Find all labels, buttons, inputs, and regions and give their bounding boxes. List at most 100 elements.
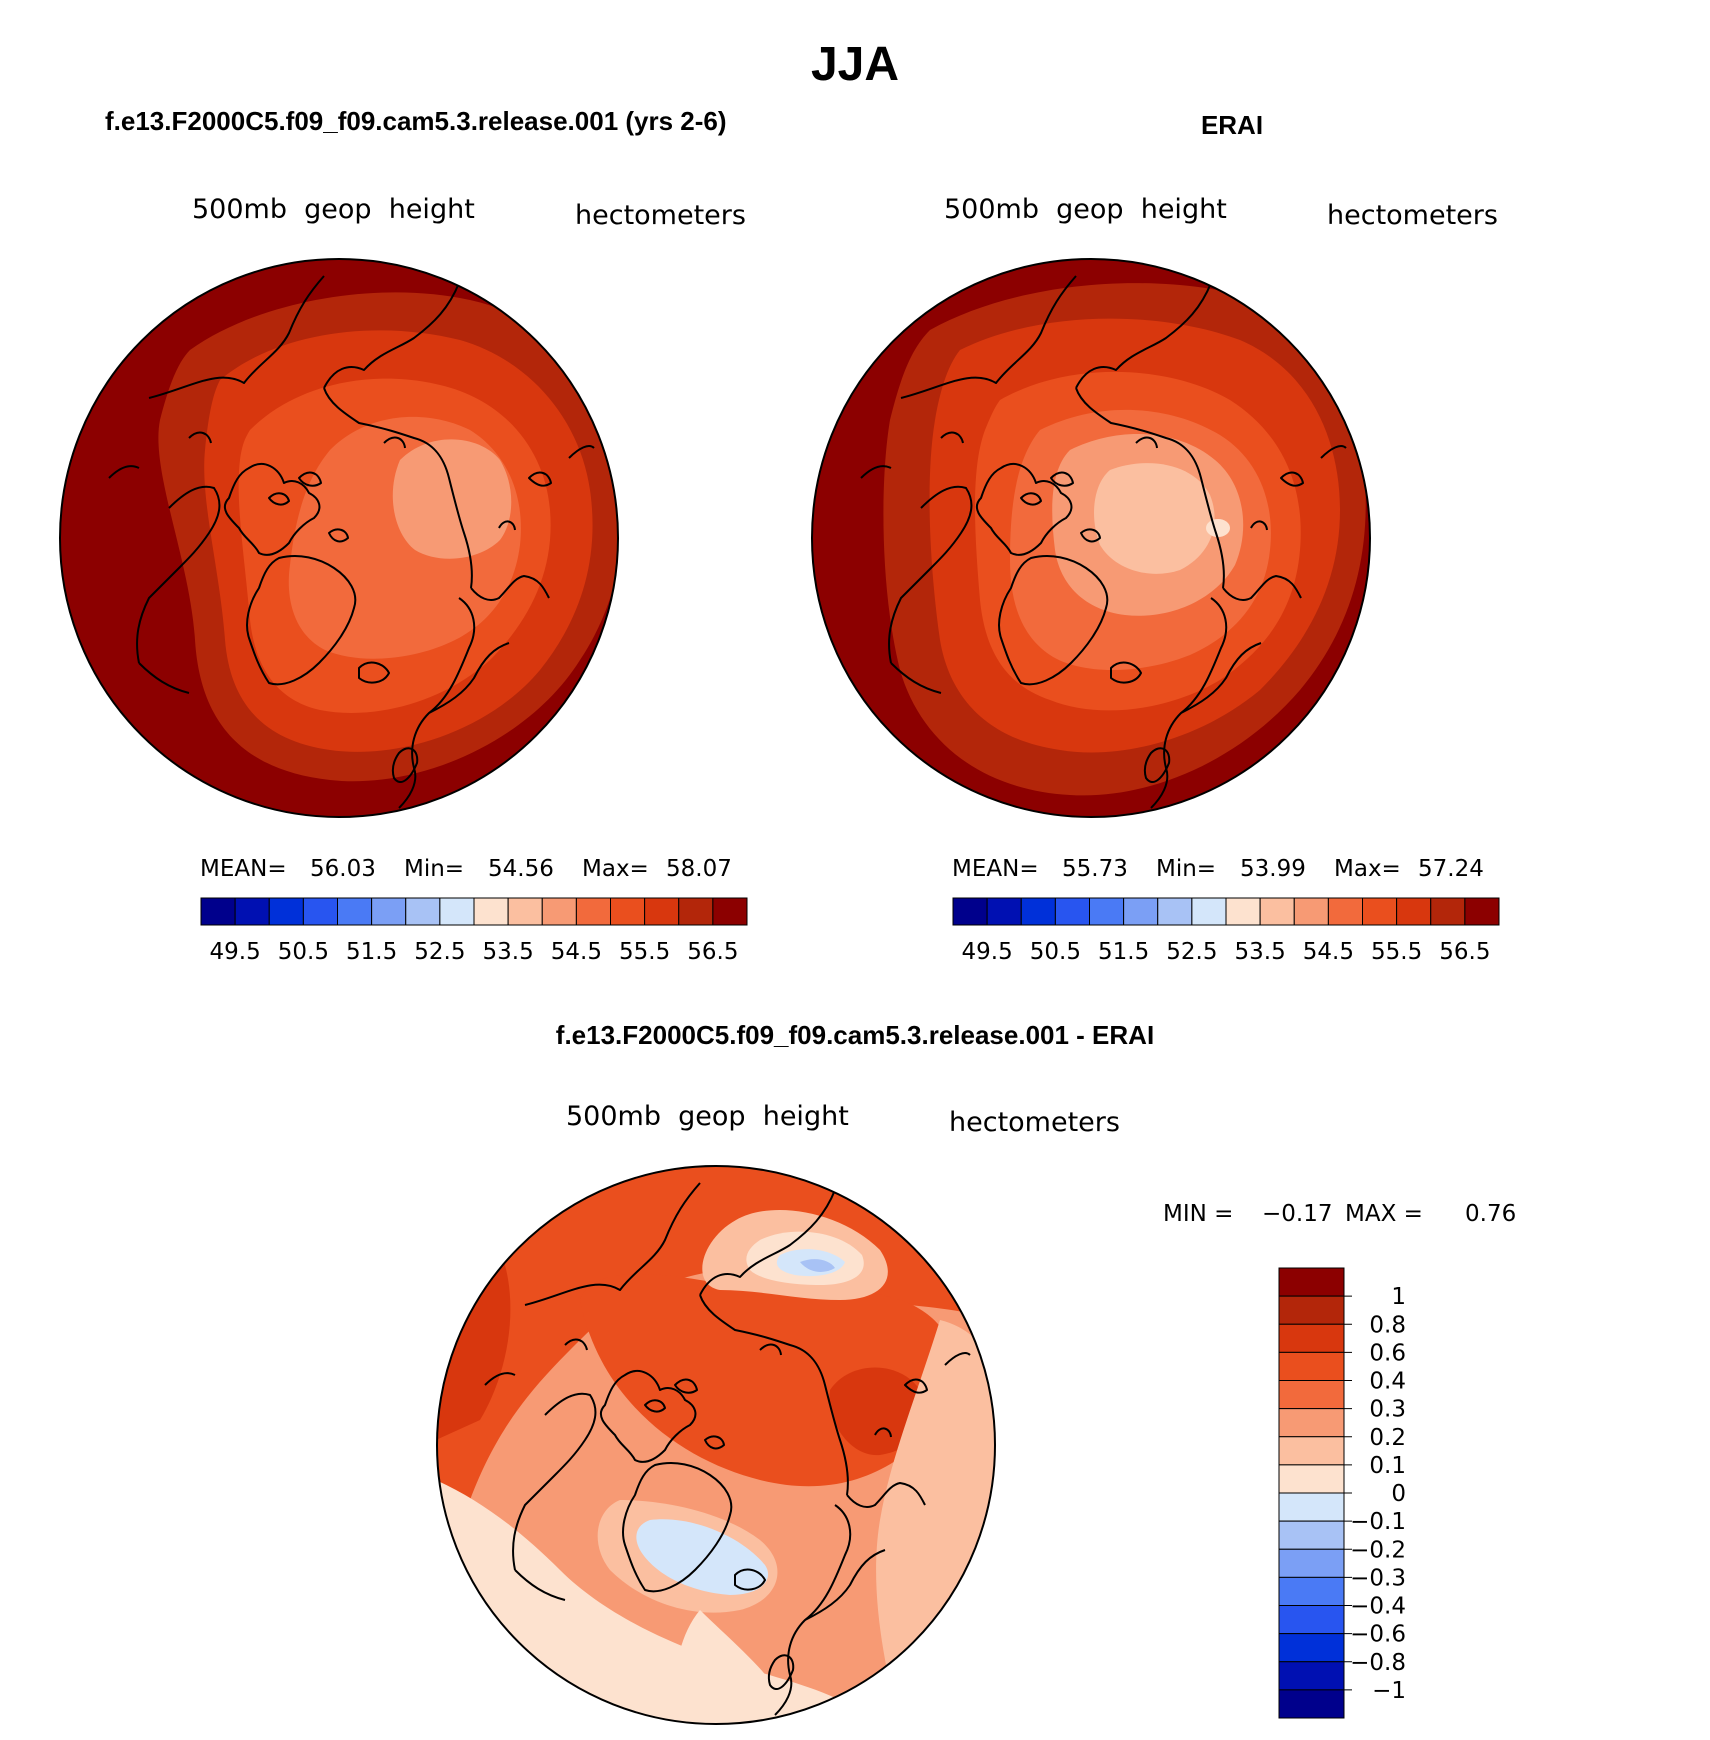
colorbar-tick-label: 0.4	[1369, 1369, 1406, 1395]
colorbar-tick-label: 51.5	[1098, 939, 1149, 965]
colorbar-swatch	[439, 897, 475, 926]
figure-title: JJA	[811, 38, 899, 91]
stat-max-label: Max=	[582, 856, 649, 882]
colorbar-tick-label: 50.5	[278, 939, 329, 965]
colorbar-swatch	[507, 897, 543, 926]
stat-mean-value: 55.73	[1062, 856, 1128, 882]
colorbar-swatch	[541, 897, 577, 926]
stat-min-label: MIN =	[1163, 1201, 1233, 1227]
colorbar-swatch	[1278, 1605, 1345, 1635]
stat-mean-label: MEAN=	[200, 856, 287, 882]
colorbar-difference: 10.80.6 0.40.30.20.10−0.1−0.2−0.3 −0.4−0.6…	[1278, 1267, 1406, 1719]
colorbar-swatch	[1278, 1548, 1345, 1578]
colorbar-tick-label: −0.8	[1350, 1650, 1406, 1676]
colorbar-tick-label: 55.5	[619, 939, 670, 965]
colorbar-swatch	[1278, 1689, 1345, 1719]
colorbar-swatch	[1464, 897, 1500, 926]
units-label: hectometers	[949, 1107, 1120, 1138]
colorbar-swatch	[1396, 897, 1432, 926]
panel-erai: 500mb geop height hectometers MEAN= 55.7…	[811, 194, 1500, 965]
colorbar-tick-label: −0.6	[1350, 1622, 1406, 1648]
map-erai-fill	[812, 259, 1370, 817]
units-label: hectometers	[1327, 200, 1498, 231]
colorbar-tick-label: 1	[1391, 1284, 1406, 1310]
colorbar-swatch	[1157, 897, 1193, 926]
colorbar-swatch	[1054, 897, 1090, 926]
colorbar-tick-label: 52.5	[414, 939, 465, 965]
colorbar-tick-label: 53.5	[483, 939, 534, 965]
colorbar-tick-label: 55.5	[1371, 939, 1422, 965]
colorbar-swatch	[1430, 897, 1466, 926]
colorbar-swatch	[986, 897, 1022, 926]
stat-min-value: 53.99	[1240, 856, 1306, 882]
stat-min-label: Min=	[404, 856, 464, 882]
colorbar-tick-label: 51.5	[346, 939, 397, 965]
colorbar-swatch	[1278, 1661, 1345, 1691]
colorbar-swatch	[952, 897, 988, 926]
colorbar-tick-label: −0.2	[1350, 1537, 1406, 1563]
stat-mean-value: 56.03	[310, 856, 376, 882]
colorbar-swatch	[473, 897, 509, 926]
stat-max-value: 58.07	[666, 856, 732, 882]
colorbar-swatch	[1259, 897, 1295, 926]
stat-max-label: Max=	[1334, 856, 1401, 882]
colorbar-erai: 49.5 50.5 51.5 52.5 53.5 54.5 55.5 56.5	[952, 897, 1500, 965]
colorbar-swatch	[1191, 897, 1227, 926]
stat-min-value: −0.17	[1262, 1201, 1332, 1227]
colorbar-tick-label: 0.8	[1369, 1312, 1406, 1338]
colorbar-swatch	[1293, 897, 1329, 926]
colorbar-swatch	[610, 897, 646, 926]
colorbar-swatch	[575, 897, 611, 926]
colorbar-swatch	[1089, 897, 1125, 926]
panel-difference: 500mb geop height hectometers MIN = −0.1…	[436, 1101, 1516, 1725]
colorbar-swatch	[1278, 1436, 1345, 1466]
stat-max-value: 0.76	[1465, 1201, 1516, 1227]
colorbar-tick-label: 50.5	[1030, 939, 1081, 965]
colorbar-tick-label: 54.5	[551, 939, 602, 965]
colorbar-model: 49.5 50.5 51.5 52.5 53.5 54.5 55.5 56.5	[200, 897, 748, 965]
colorbar-tick-label: −0.3	[1350, 1565, 1406, 1591]
colorbar-tick-label: 56.5	[687, 939, 738, 965]
colorbar-tick-label: 53.5	[1235, 939, 1286, 965]
colorbar-tick-label: 0	[1391, 1481, 1406, 1507]
stat-max-label: MAX =	[1345, 1201, 1423, 1227]
colorbar-tick-label: −0.4	[1350, 1594, 1406, 1620]
colorbar-swatch	[1278, 1380, 1345, 1410]
colorbar-swatch	[678, 897, 714, 926]
colorbar-tick-label: 49.5	[962, 939, 1013, 965]
colorbar-tick-label: 0.3	[1369, 1397, 1406, 1423]
colorbar-swatch	[1278, 1464, 1345, 1494]
colorbar-swatch	[1278, 1576, 1345, 1606]
colorbar-swatch	[1278, 1267, 1345, 1297]
colorbar-tick-label: 49.5	[210, 939, 261, 965]
colorbar-swatch	[1225, 897, 1261, 926]
colorbar-swatch	[371, 897, 407, 926]
colorbar-tick-label: 0.6	[1369, 1340, 1406, 1366]
colorbar-tick-label: 56.5	[1439, 939, 1490, 965]
colorbar-tick-label: 54.5	[1303, 939, 1354, 965]
colorbar-swatch	[1278, 1351, 1345, 1381]
colorbar-swatch	[200, 897, 236, 926]
colorbar-tick-label: 0.2	[1369, 1425, 1406, 1451]
colorbar-swatch	[1327, 897, 1363, 926]
colorbar-swatch	[234, 897, 270, 926]
colorbar-tick-label: 52.5	[1166, 939, 1217, 965]
stat-min-label: Min=	[1156, 856, 1216, 882]
colorbar-swatch	[1278, 1295, 1345, 1325]
colorbar-tick-label: 0.1	[1369, 1453, 1406, 1479]
colorbar-swatch	[1020, 897, 1056, 926]
colorbar-tick-label: −0.1	[1350, 1509, 1406, 1535]
colorbar-swatch	[337, 897, 373, 926]
colorbar-swatch	[644, 897, 680, 926]
colorbar-swatch	[712, 897, 748, 926]
stat-mean-label: MEAN=	[952, 856, 1039, 882]
panel-left-title: f.e13.F2000C5.f09_f09.cam5.3.release.001…	[105, 106, 727, 136]
stat-max-value: 57.24	[1418, 856, 1484, 882]
colorbar-swatch	[1278, 1520, 1345, 1550]
map-difference-fill	[437, 1166, 995, 1724]
colorbar-swatch	[268, 897, 304, 926]
colorbar-swatch	[1278, 1408, 1345, 1438]
panel-right-title: ERAI	[1201, 110, 1263, 140]
colorbar-swatch	[1362, 897, 1398, 926]
